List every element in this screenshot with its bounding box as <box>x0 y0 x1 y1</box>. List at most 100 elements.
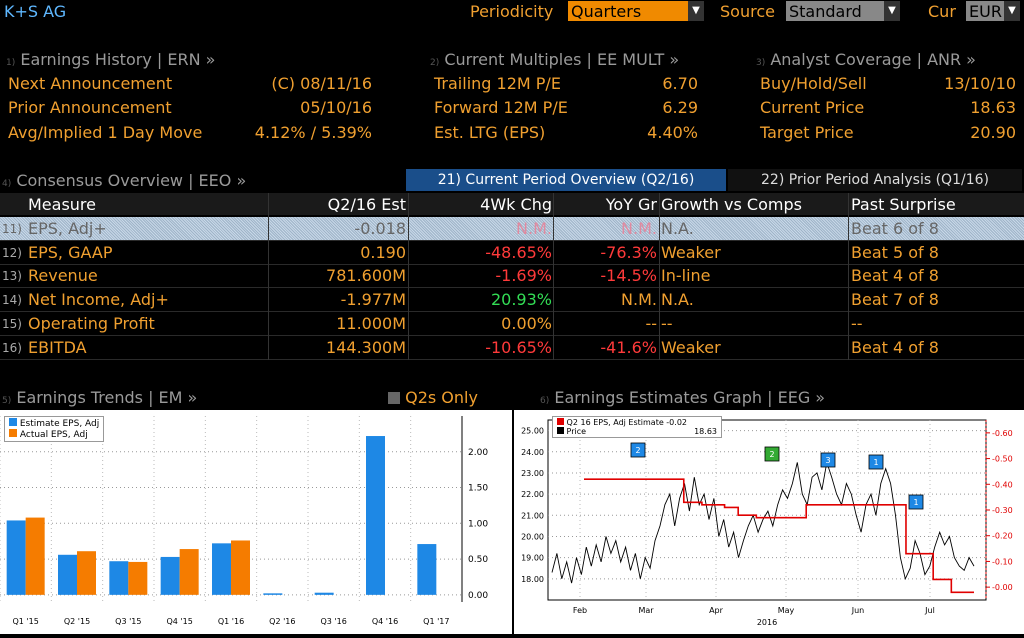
anr-title[interactable]: 3) Analyst Coverage | ANR » <box>756 50 976 69</box>
anr-label-0: Buy/Hold/Sell <box>760 74 867 93</box>
table-row[interactable]: 14) Net Income, Adj+ -1.977M 20.93% N.M. N.A.… <box>0 288 1024 311</box>
anr-value-2: 20.90 <box>970 123 1016 142</box>
x-tick-label: Q3 '16 <box>321 617 347 626</box>
left-y-tick-label: 19.00 <box>521 554 544 563</box>
x-tick-label: May <box>778 606 795 615</box>
earnings-estimates-chart: 18.00 19.00 20.00 21.00 22.00 23.00 24.00 25.00… <box>514 410 1024 634</box>
currency-label: Cur <box>928 2 956 21</box>
y-tick-label: 0.50 <box>468 555 488 565</box>
q2s-only-toggle[interactable]: Q2s Only <box>388 388 478 407</box>
event-marker-label: 1 <box>873 458 878 467</box>
row-surprise: -- <box>851 313 863 333</box>
x-tick-label: Q1 '16 <box>218 617 244 626</box>
actual-bar <box>179 549 199 595</box>
table-row[interactable]: 15) Operating Profit 11.000M 0.00% -- -- -- <box>0 312 1024 335</box>
row-measure: Net Income, Adj+ <box>28 290 169 310</box>
eemult-label-1: Forward 12M P/E <box>434 98 568 117</box>
right-y-tick-label: -0.50 <box>992 455 1013 464</box>
row-chg: 20.93% <box>490 290 552 310</box>
divider <box>0 334 1024 336</box>
row-num: 15) <box>2 316 22 331</box>
estimate-line <box>584 478 974 594</box>
row-est: 144.300M <box>326 337 406 357</box>
currency-value: EUR <box>969 2 1002 21</box>
anr-value-1: 18.63 <box>970 98 1016 117</box>
row-surprise: Beat 4 of 8 <box>851 337 939 357</box>
row-yoy: N.M. <box>621 219 657 238</box>
ern-value-2: 4.12% / 5.39% <box>254 123 372 142</box>
col-yoy[interactable]: YoY Gr <box>605 195 657 214</box>
row-est: 0.190 <box>360 242 406 262</box>
row-growth: N.A. <box>661 290 694 310</box>
table-header-row: Measure Q2/16 Est 4Wk Chg YoY Gr Growth … <box>0 193 1024 216</box>
left-y-tick-label: 20.00 <box>521 532 544 541</box>
tab-prior-period[interactable]: 22) Prior Period Analysis (Q1/16) <box>728 169 1022 191</box>
x-tick-label: Feb <box>573 606 587 615</box>
ern-title[interactable]: 1) Earnings History | ERN » <box>6 50 216 69</box>
chevron-down-icon[interactable]: ▼ <box>884 1 900 21</box>
currency-dropdown[interactable]: EUR ▼ <box>966 1 1020 21</box>
table-row[interactable]: 12) EPS, GAAP 0.190 -48.65% -76.3% Weaker Beat… <box>0 241 1024 264</box>
actual-bar <box>231 540 250 595</box>
event-marker-icon <box>764 446 780 462</box>
chevron-down-icon[interactable]: ▼ <box>1004 1 1020 21</box>
periodicity-value: Quarters <box>571 2 642 21</box>
divider <box>0 287 1024 289</box>
x-tick-label: Q2 '15 <box>64 617 90 626</box>
eeo-title[interactable]: 4) Consensus Overview | EEO » <box>2 171 247 190</box>
tab-current-period[interactable]: 21) Current Period Overview (Q2/16) <box>406 169 726 191</box>
row-num: 12) <box>2 245 22 260</box>
row-est: -0.018 <box>354 219 406 238</box>
col-measure[interactable]: Measure <box>28 195 96 214</box>
left-y-tick-label: 25.00 <box>521 427 544 436</box>
col-est[interactable]: Q2/16 Est <box>327 195 406 214</box>
ern-value-1: 05/10/16 <box>300 98 372 117</box>
periodicity-dropdown[interactable]: Quarters ▼ <box>568 1 704 21</box>
x-tick-label: Q4 '16 <box>372 617 398 626</box>
table-row[interactable]: 11) EPS, Adj+ -0.018 N.M. N.M. N.A. Beat 6 of … <box>0 217 1024 240</box>
ticker-title: K+S AG <box>4 2 67 21</box>
estimate-bar <box>109 561 129 595</box>
row-growth: N.A. <box>661 219 694 238</box>
chevron-down-icon[interactable]: ▼ <box>688 1 704 21</box>
divider <box>0 358 1024 360</box>
checkbox-icon[interactable] <box>388 392 400 404</box>
event-marker-icon <box>820 452 836 468</box>
table-row[interactable]: 13) Revenue 781.600M -1.69% -14.5% In-line Bea… <box>0 264 1024 287</box>
estimate-bar <box>314 592 334 595</box>
event-marker-label: 2 <box>635 446 640 455</box>
x-tick-label: Mar <box>638 606 654 615</box>
left-y-tick-label: 18.00 <box>521 575 544 584</box>
col-growth[interactable]: Growth vs Comps <box>661 195 802 214</box>
eemult-title[interactable]: 2) Current Multiples | EE MULT » <box>430 50 680 69</box>
anr-label-2: Target Price <box>760 123 854 142</box>
col-chg[interactable]: 4Wk Chg <box>480 195 552 214</box>
row-growth: Weaker <box>661 337 721 357</box>
source-dropdown[interactable]: Standard ▼ <box>786 1 900 21</box>
em-title[interactable]: 5) Earnings Trends | EM » <box>2 388 198 407</box>
row-surprise: Beat 4 of 8 <box>851 266 939 286</box>
estimate-bar <box>263 593 283 595</box>
divider <box>408 193 409 360</box>
periodicity-label: Periodicity <box>470 2 554 21</box>
actual-bar <box>128 561 148 595</box>
row-measure: EPS, Adj+ <box>28 219 107 238</box>
col-surprise[interactable]: Past Surprise <box>851 195 956 214</box>
divider <box>659 193 660 360</box>
event-marker-label: 1 <box>913 498 918 507</box>
row-chg: -48.65% <box>485 242 552 262</box>
row-num: 13) <box>2 269 22 284</box>
eeg-title[interactable]: 6) Earnings Estimates Graph | EEG » <box>540 388 826 407</box>
y-tick-label: 2.00 <box>468 448 488 458</box>
event-marker-icon <box>630 442 646 458</box>
estimate-bar <box>160 556 180 595</box>
actual-bar <box>77 551 96 595</box>
table-row[interactable]: 16) EBITDA 144.300M -10.65% -41.6% Weaker Beat… <box>0 336 1024 359</box>
event-marker-label: 3 <box>825 456 830 465</box>
right-y-tick-label: -0.30 <box>992 506 1013 515</box>
table-header <box>0 193 1024 215</box>
estimate-bar <box>366 436 385 595</box>
anr-label-1: Current Price <box>760 98 865 117</box>
row-chg: N.M. <box>516 219 552 238</box>
row-measure: Revenue <box>28 266 98 286</box>
